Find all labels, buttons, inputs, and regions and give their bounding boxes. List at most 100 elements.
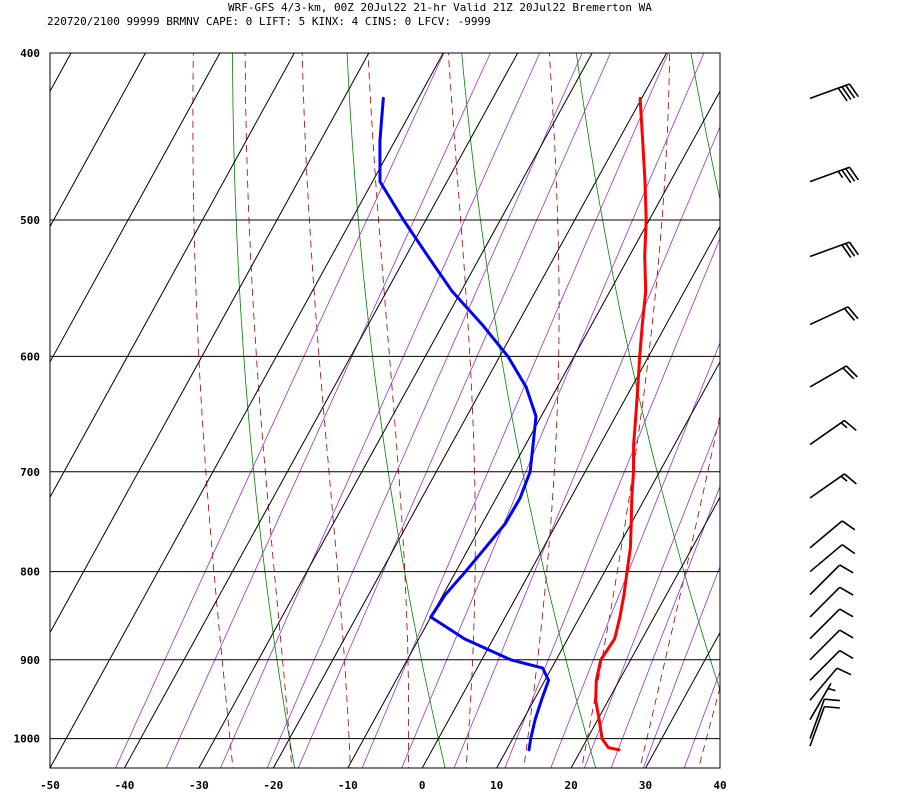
temperature-axis: -50 -40 -30 -20 -10 0 10 20 30 40: [40, 779, 727, 792]
wind-barb: [809, 586, 854, 618]
barb-flag-half: [840, 422, 848, 429]
barb-staff: [809, 306, 849, 326]
pressure-tick-label: 1000: [14, 733, 41, 746]
barb-staff: [809, 564, 841, 596]
barb-flag-full: [845, 365, 858, 378]
barb-staff: [809, 650, 841, 681]
wind-barb: [809, 241, 860, 259]
wind-barb: [809, 608, 854, 640]
dry-adiabat: [690, 53, 720, 201]
isotherm: [272, 52, 668, 769]
wind-barb: [809, 649, 854, 681]
wind-barb: [809, 564, 854, 596]
barb-staff: [809, 83, 850, 100]
wind-barb: [809, 629, 854, 661]
temperature-tick-label: -50: [40, 779, 60, 792]
mixing-ratio-line: [683, 670, 720, 768]
temperature-tick-label: -40: [115, 779, 135, 792]
isotherm: [49, 52, 221, 363]
dry-adiabat: [232, 53, 296, 768]
mixing-ratio-line: [610, 485, 720, 768]
isotherm: [49, 52, 370, 633]
isotherm: [570, 497, 721, 769]
isotherm: [496, 361, 721, 769]
barb-staff: [809, 241, 850, 258]
barb-flag-full: [848, 166, 860, 181]
barb-staff: [809, 586, 841, 618]
wind-barb: [809, 419, 857, 446]
barb-staff: [809, 419, 845, 446]
barb-flag-full: [839, 564, 854, 574]
barb-flag-full: [848, 241, 860, 256]
barb-flag-full: [841, 86, 852, 100]
mixing-ratio-line: [165, 53, 491, 768]
barb-flag-full: [848, 83, 860, 98]
temperature-tick-label: 40: [713, 779, 726, 792]
barb-flag-full: [843, 307, 856, 321]
barb-staff: [809, 706, 826, 747]
barb-flag-half: [840, 475, 848, 482]
barb-staff: [809, 629, 841, 661]
barb-flag-full: [843, 419, 857, 432]
wind-barb: [809, 83, 860, 102]
barb-flag-full: [847, 306, 859, 320]
wind-barb: [809, 682, 836, 721]
barb-flag-full: [845, 84, 856, 99]
dry-adiabat: [575, 53, 720, 692]
isotherm: [49, 52, 444, 769]
barb-flag-full: [824, 705, 840, 709]
barb-staff: [809, 166, 850, 183]
barb-flag-full: [841, 169, 852, 184]
barb-flag-full: [845, 243, 856, 257]
temperature-tick-label: 30: [639, 779, 652, 792]
isotherm: [124, 52, 519, 769]
dry-adiabat: [870, 0, 900, 800]
mixing-ratio-line: [115, 53, 445, 768]
dry-adiabat: [764, 0, 900, 800]
mixing-ratio-line: [642, 565, 720, 768]
isotherm: [49, 52, 72, 92]
temperature-profile: [594, 96, 648, 752]
plot-grid: [49, 52, 721, 769]
barb-staff: [809, 698, 826, 739]
temperature-tick-label: 20: [564, 779, 577, 792]
barb-staff: [809, 473, 845, 499]
mixing-ratio-line: [220, 53, 541, 768]
barb-flag-half: [837, 170, 844, 179]
temperature-tick-label: 10: [490, 779, 503, 792]
wind-barb: [809, 166, 860, 184]
wind-barb: [809, 365, 858, 388]
barb-flag-full: [839, 629, 854, 639]
mixing-ratio-line: [266, 53, 583, 768]
pressure-tick-label: 600: [20, 350, 40, 363]
wind-barb: [809, 698, 840, 739]
barb-flag-full: [836, 667, 852, 676]
pressure-axis: 400 500 600 700 800 900 1000: [14, 47, 41, 746]
isotherm: [198, 52, 593, 769]
pressure-tick-label: 500: [20, 214, 40, 227]
barb-flag-half: [827, 687, 836, 692]
temperature-tick-label: -20: [263, 779, 283, 792]
moist-adiabat: [581, 53, 671, 768]
isotherm: [421, 226, 721, 769]
barb-flag-full: [839, 608, 854, 618]
wind-barb: [809, 544, 856, 573]
isotherm: [49, 52, 295, 498]
mixing-ratio-line: [583, 420, 720, 768]
barb-flag-full: [841, 544, 856, 555]
temperature-tick-label: 0: [419, 779, 426, 792]
moist-adiabat: [639, 413, 720, 768]
isotherm: [645, 632, 721, 769]
barb-flag-full: [839, 649, 854, 660]
chart-title: WRF-GFS 4/3-km, 00Z 20Jul22 21-hr Valid …: [228, 1, 652, 14]
wind-barbs: [809, 83, 860, 747]
barb-staff: [809, 520, 843, 549]
pressure-tick-label: 700: [20, 466, 40, 479]
barb-staff: [809, 682, 832, 721]
barb-flag-full: [841, 520, 856, 531]
wind-barb: [809, 667, 852, 701]
barb-staff: [809, 544, 843, 573]
barb-flag-full: [839, 586, 854, 596]
barb-flag-full: [837, 87, 848, 102]
